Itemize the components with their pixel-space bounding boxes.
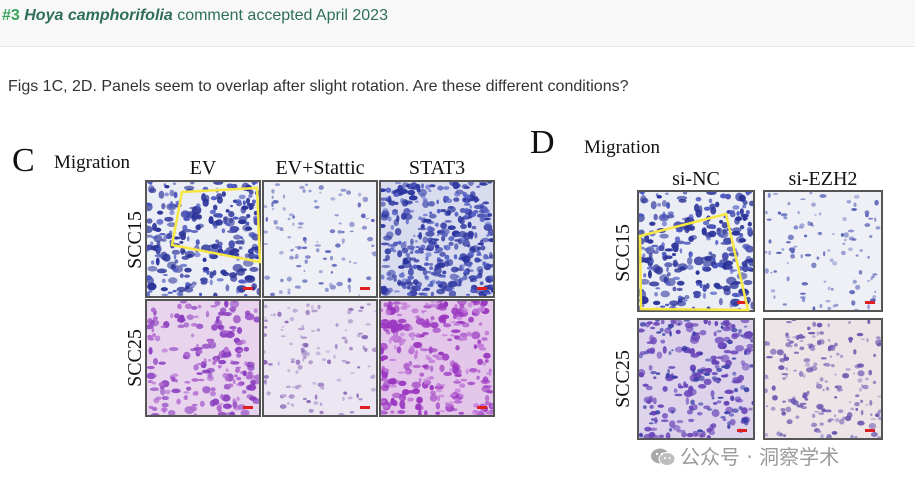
micrograph-texture — [264, 182, 376, 296]
panel-d-image-scc25-si-nc — [637, 318, 755, 440]
scale-bar — [243, 287, 253, 290]
micrograph-texture — [147, 182, 259, 296]
panel-d-col-2: si-EZH2 — [788, 168, 858, 190]
scale-bar — [477, 406, 487, 409]
panel-d-image-scc15-si-ezh2 — [763, 190, 883, 312]
comment-header: #3 Hoya camphorifolia comment accepted A… — [0, 0, 915, 47]
panel-c-title: Migration — [54, 152, 130, 173]
micrograph-texture — [765, 320, 881, 438]
comment-text: Figs 1C, 2D. Panels seem to overlap afte… — [8, 78, 629, 95]
header-line: #3 Hoya camphorifolia comment accepted A… — [2, 7, 388, 25]
scale-bar — [360, 287, 370, 290]
scale-bar — [360, 406, 370, 409]
panel-d-title: Migration — [584, 137, 660, 158]
panel-c-image-scc25-stat3 — [379, 299, 495, 417]
wechat-icon — [651, 448, 676, 466]
comment-status: comment accepted April 2023 — [177, 7, 388, 24]
panel-c-col-2: EV+Stattic — [275, 157, 365, 179]
scale-bar — [243, 406, 253, 409]
panel-d-row-1: SCC15 — [612, 224, 634, 282]
scale-bar — [865, 301, 875, 304]
scale-bar — [865, 429, 875, 432]
panel-c-letter: C — [12, 142, 35, 179]
micrograph-texture — [381, 301, 493, 415]
panel-c-image-scc25-ev-stattic — [262, 299, 378, 417]
panel-d-image-scc15-si-nc — [637, 190, 755, 312]
panel-d-letter: D — [530, 124, 555, 161]
panel-d-image-scc25-si-ezh2 — [763, 318, 883, 440]
micrograph-texture — [639, 320, 753, 438]
panel-c-image-scc15-ev-stattic — [262, 180, 378, 298]
panel-d-row-2: SCC25 — [612, 350, 634, 408]
watermark: 公众号 · 洞察学术 — [650, 441, 839, 470]
species-name[interactable]: Hoya camphorifolia — [24, 7, 173, 24]
comment-number: #3 — [2, 7, 20, 24]
micrograph-texture — [381, 182, 493, 296]
panel-d-col-1: si-NC — [672, 168, 720, 190]
panel-c-col-3: STAT3 — [408, 157, 466, 179]
panel-c-image-scc25-ev — [145, 299, 261, 417]
micrograph-texture — [639, 192, 753, 310]
panel-c-image-scc15-stat3 — [379, 180, 495, 298]
watermark-text: 公众号 · 洞察学术 — [680, 445, 840, 469]
scale-bar — [737, 301, 747, 304]
micrograph-texture — [264, 301, 376, 415]
panel-c-col-1: EV — [189, 157, 217, 179]
micrograph-texture — [147, 301, 259, 415]
panel-c-image-scc15-ev — [145, 180, 261, 298]
scale-bar — [477, 287, 487, 290]
micrograph-texture — [765, 192, 881, 310]
scale-bar — [737, 429, 747, 432]
